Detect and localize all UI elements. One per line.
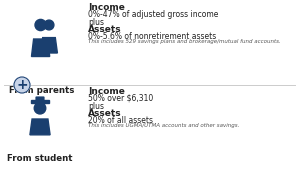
Polygon shape: [31, 39, 50, 56]
Text: Assets: Assets: [88, 109, 122, 118]
Text: From student: From student: [7, 154, 73, 163]
Text: Income: Income: [88, 87, 125, 96]
Text: From parents: From parents: [9, 86, 75, 95]
Text: This includes UGMA/UTMA accounts and other savings.: This includes UGMA/UTMA accounts and oth…: [88, 123, 239, 128]
Polygon shape: [30, 100, 49, 103]
FancyBboxPatch shape: [35, 96, 45, 102]
Polygon shape: [30, 119, 50, 135]
Text: plus: plus: [88, 18, 104, 27]
Circle shape: [14, 77, 30, 93]
Text: 0%-47% of adjusted gross income: 0%-47% of adjusted gross income: [88, 10, 218, 19]
Text: 20% of all assets: 20% of all assets: [88, 116, 153, 125]
Polygon shape: [41, 38, 57, 53]
Text: plus: plus: [88, 102, 104, 111]
Text: This includes 529 savings plans and brokerage/mutual fund accounts.: This includes 529 savings plans and brok…: [88, 39, 281, 44]
Text: Assets: Assets: [88, 25, 122, 34]
Text: Income: Income: [88, 3, 125, 12]
Text: +: +: [16, 78, 28, 92]
Circle shape: [44, 20, 54, 30]
Circle shape: [34, 102, 46, 114]
Text: 0%-5.6% of nonretirement assets: 0%-5.6% of nonretirement assets: [88, 32, 216, 41]
Text: 50% over $6,310: 50% over $6,310: [88, 94, 153, 103]
Circle shape: [35, 19, 46, 31]
